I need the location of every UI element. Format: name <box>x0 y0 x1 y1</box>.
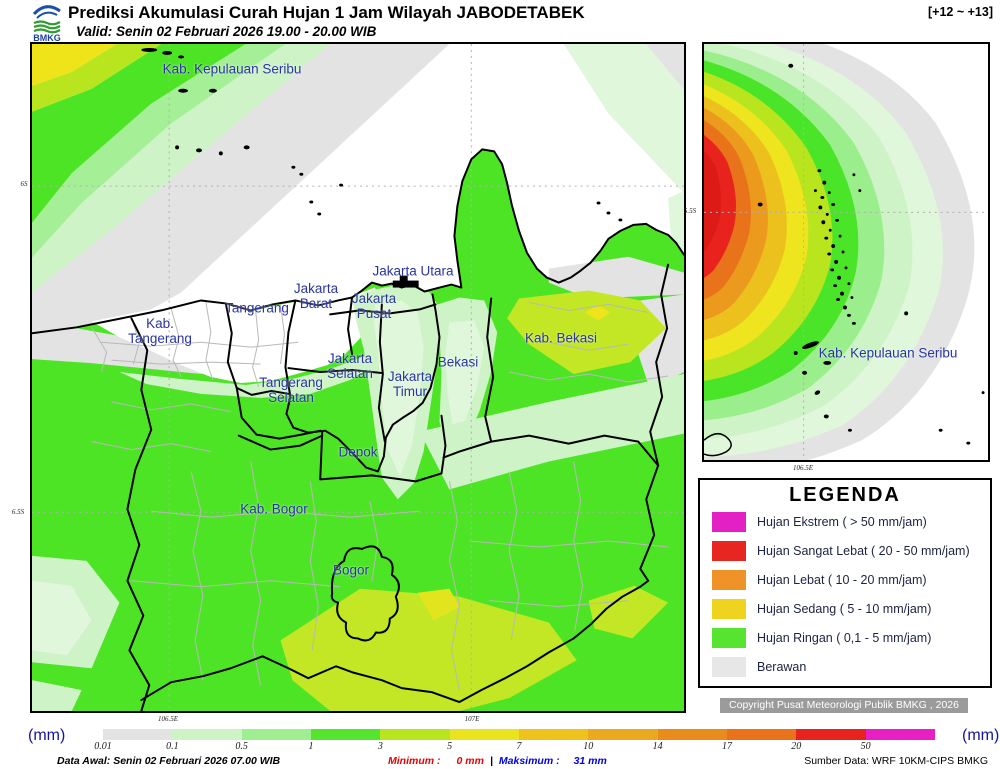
main-map <box>30 42 686 713</box>
colorbar-segment <box>172 729 242 740</box>
minimum-value: 0 mm <box>456 755 484 767</box>
legend-item: Hujan Ringan ( 0,1 - 5 mm/jam) <box>700 623 990 652</box>
colorbar-segment <box>657 729 727 740</box>
map-region-label: Kab. Kepulauan Seribu <box>162 61 302 77</box>
colorbar-segment <box>103 729 173 740</box>
colorbar-tick: 3 <box>377 741 383 752</box>
axis-label: 6S <box>20 180 28 188</box>
map-region-label: Depok <box>338 444 378 460</box>
minmax-separator: | <box>489 755 493 767</box>
colorbar-tick: 5 <box>447 741 453 752</box>
legend-swatch <box>712 598 746 619</box>
legend-item: Hujan Lebat ( 10 - 20 mm/jam) <box>700 565 990 594</box>
legend-box: LEGENDA Hujan Ekstrem ( > 50 mm/jam) Huja… <box>698 478 992 688</box>
legend-item: Hujan Ekstrem ( > 50 mm/jam) <box>700 507 990 536</box>
land-rain-fill <box>32 149 684 711</box>
islands <box>141 47 623 288</box>
colorbar-tick: 1 <box>308 741 314 752</box>
inset-map <box>702 42 990 462</box>
inset-rain-contours <box>704 44 975 460</box>
colorbar-segment <box>518 729 589 740</box>
main-map-svg <box>32 44 684 711</box>
map-region-label: Jakarta Selatan <box>327 351 373 381</box>
legend-swatch <box>712 627 746 648</box>
minmax-text: Minimum : 0 mm | Maksimum : 31 mm <box>388 755 607 767</box>
footer: Data Awal: Senin 02 Februari 2026 07.00 … <box>0 754 1000 769</box>
colorbar-segment <box>796 729 866 740</box>
colorbar-tick: 10 <box>583 741 594 752</box>
legend-label: Hujan Lebat ( 10 - 20 mm/jam) <box>757 572 927 587</box>
minimum-label: Minimum : <box>388 755 441 767</box>
bmkg-logo: BMKG <box>32 5 61 42</box>
legend-item: Berawan <box>700 652 990 681</box>
axis-label: 107E <box>464 715 480 723</box>
colorbar-tick: 0.5 <box>235 741 248 752</box>
legend-label: Hujan Ringan ( 0,1 - 5 mm/jam) <box>757 630 932 645</box>
district-borders <box>32 148 684 711</box>
map-region-label: Kab. Bogor <box>240 501 308 517</box>
legend-label: Berawan <box>757 659 807 674</box>
colorbar-segment <box>865 729 935 740</box>
colorbar-ticks: 0.01 0.1 0.5 1 3 5 7 10 14 17 20 50 <box>94 741 935 753</box>
map-region-label: Tangerang <box>225 300 289 316</box>
legend-title: LEGENDA <box>789 484 901 506</box>
bmkg-logo-text: BMKG <box>33 33 61 42</box>
maksimum-label: Maksimum : <box>498 755 560 767</box>
colorbar-segment <box>241 729 311 740</box>
sea-rain-contours <box>32 44 684 378</box>
legend-swatch <box>712 511 746 532</box>
colorbar-tick: 20 <box>791 741 802 752</box>
map-region-label: Kab. Tangerang <box>128 316 192 346</box>
maksimum-value: 31 mm <box>573 755 607 767</box>
colorbar-tick: 17 <box>721 741 732 752</box>
colorbar-segment <box>726 729 797 740</box>
valid-time: Valid: Senin 02 Februari 2026 19.00 - 20… <box>76 24 377 39</box>
map-region-label: Bekasi <box>437 354 479 370</box>
colorbar-segment <box>449 729 519 740</box>
map-region-label: Jakarta Pusat <box>351 291 397 321</box>
legend-label: Hujan Sangat Lebat ( 20 - 50 mm/jam) <box>757 543 970 558</box>
colorbar-tick: 14 <box>652 741 663 752</box>
data-awal-text: Data Awal: Senin 02 Februari 2026 07.00 … <box>57 755 281 767</box>
legend-item: Hujan Sangat Lebat ( 20 - 50 mm/jam) <box>700 536 990 565</box>
map-region-label: Bogor <box>332 562 370 578</box>
sumber-data-text: Sumber Data: WRF 10KM-CIPS BMKG <box>804 755 988 767</box>
legend-label: Hujan Sedang ( 5 - 10 mm/jam) <box>757 601 932 616</box>
subdistrict-borders <box>91 301 669 691</box>
colorbar-tick: 50 <box>860 741 871 752</box>
colorbar-tick: 0.01 <box>94 741 112 752</box>
colorbar-segment <box>380 729 450 740</box>
map-region-label: Tangerang Selatan <box>259 375 323 405</box>
inset-map-svg <box>704 44 988 460</box>
axis-label: 106.5E <box>157 715 179 723</box>
inset-coastline <box>704 433 732 457</box>
map-region-label: Jakarta Timur <box>387 369 433 399</box>
axis-label: 5.5S <box>683 207 697 215</box>
axis-label: 6.5S <box>11 508 25 516</box>
gridlines <box>32 44 684 711</box>
legend-items: Hujan Ekstrem ( > 50 mm/jam) Hujan Sangat… <box>700 507 990 681</box>
colorbar-segment <box>310 729 381 740</box>
colorbar-tick: 0.1 <box>166 741 179 752</box>
copyright-badge: Copyright Pusat Meteorologi Publik BMKG … <box>720 698 968 713</box>
colorbar-unit-left: (mm) <box>28 727 66 744</box>
map-region-label: Jakarta Barat <box>293 281 339 311</box>
legend-item: Hujan Sedang ( 5 - 10 mm/jam) <box>700 594 990 623</box>
page-title: Prediksi Akumulasi Curah Hujan 1 Jam Wil… <box>68 3 585 22</box>
forecast-hour-range: [+12 ~ +13] <box>928 5 993 19</box>
colorbar-tick: 7 <box>516 741 522 752</box>
map-region-label: Kab. Kepulauan Seribu <box>818 345 958 361</box>
map-region-label: Jakarta Utara <box>372 263 454 279</box>
map-region-label: Kab. Bekasi <box>524 330 598 346</box>
colorbar-segments <box>103 729 935 740</box>
colorbar-unit-right: (mm) <box>962 727 1000 744</box>
legend-swatch <box>712 540 746 561</box>
colorbar-segment <box>588 729 658 740</box>
legend-swatch <box>712 569 746 590</box>
legend-swatch <box>712 656 746 677</box>
axis-label: 106.5E <box>792 464 814 472</box>
inset-islands <box>757 63 985 445</box>
legend-label: Hujan Ekstrem ( > 50 mm/jam) <box>757 514 927 529</box>
